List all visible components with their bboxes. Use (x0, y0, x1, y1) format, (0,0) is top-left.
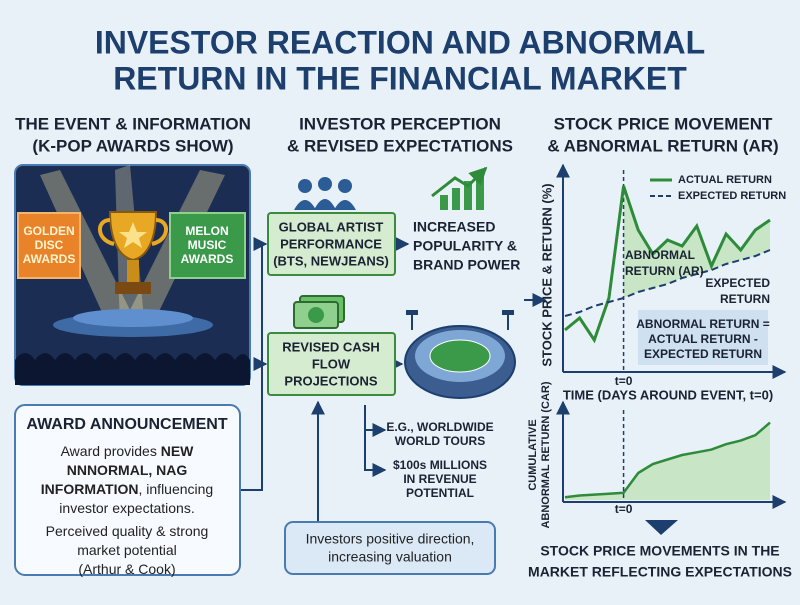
sign-label: AWARDS (181, 252, 234, 266)
footer: STOCK PRICE MOVEMENTS IN THE (540, 543, 779, 559)
box-title: AWARD ANNOUNCEMENT (26, 416, 227, 433)
node-label: GLOBAL ARTIST (279, 219, 384, 234)
ar-area (623, 186, 770, 298)
body-line: investor expectations. (59, 500, 194, 516)
formula-box (638, 310, 768, 365)
sign-label: GOLDEN (23, 224, 74, 238)
column-heading: & REVISED EXPECTATIONS (287, 136, 513, 155)
stadium-icon (404, 310, 516, 399)
body-text: investor expectations. (59, 500, 194, 516)
annotation: RETURN (AR) (625, 264, 704, 278)
axis-title: ABNORMAL RETURN (CAR) (540, 381, 552, 528)
event-label: t=0 (615, 374, 633, 388)
formula: EXPECTED RETURN (644, 347, 762, 361)
column-heading: INVESTOR PERCEPTION (299, 114, 501, 133)
axis-title: CUMULATIVE (527, 419, 539, 490)
node-label: REVISED CASH (282, 339, 380, 354)
series-line (564, 185, 771, 344)
callout-text: Investors positive direction, (306, 531, 475, 547)
note: WORLD TOURS (395, 434, 485, 448)
body-line: Award provides NEW (61, 443, 195, 459)
area-line (564, 421, 771, 499)
axis-title: TIME (DAYS AROUND EVENT, t=0) (563, 387, 773, 402)
body-text: Award provides (61, 443, 161, 459)
announcement-box (14, 404, 241, 576)
node-box (267, 332, 396, 396)
body-line: INFORMATION, influencing (41, 481, 213, 497)
column-heading: (K-POP AWARDS SHOW) (32, 136, 233, 155)
node-label: PERFORMANCE (280, 236, 382, 251)
annotation: ABNORMAL (625, 248, 695, 262)
body-text: , influencing (139, 481, 214, 497)
event-label: t=0 (615, 502, 633, 516)
formula: ACTUAL RETURN - (648, 332, 758, 346)
callout-text: increasing valuation (328, 549, 452, 565)
sign-label: DISC (35, 238, 64, 252)
footer: MARKET REFLECTING EXPECTATIONS (528, 564, 792, 580)
column-heading: STOCK PRICE MOVEMENT (554, 114, 773, 133)
stage-illustration (14, 164, 251, 386)
annotation: RETURN (720, 292, 770, 306)
body-text: NNNORMAL, NAG (67, 462, 188, 478)
title: INVESTOR REACTION AND ABNORMAL (95, 24, 705, 60)
node-label: BRAND POWER (413, 257, 520, 273)
series-line (564, 249, 771, 317)
body-text: INFORMATION (41, 481, 139, 497)
column-heading: THE EVENT & INFORMATION (15, 114, 251, 133)
body-text: (Arthur & Cook) (78, 561, 175, 577)
body-text: market potential (77, 542, 177, 558)
sign-label: MUSIC (188, 238, 227, 252)
node-label: PROJECTIONS (284, 373, 378, 388)
people-icon (294, 177, 356, 210)
legend-label: ACTUAL RETURN (678, 174, 772, 186)
body-line: NNNORMAL, NAG (67, 462, 188, 478)
growth-icon (431, 166, 488, 210)
callout-box (284, 521, 496, 575)
axis-title: STOCK PRICE & RETURN (%) (539, 183, 554, 366)
body-line: Perceived quality & strong (46, 523, 209, 539)
note: POTENTIAL (406, 486, 474, 500)
title: RETURN IN THE FINANCIAL MARKET (113, 60, 687, 96)
area-fill (565, 422, 770, 500)
body-text: NEW (161, 443, 194, 459)
down-arrow (645, 520, 678, 535)
body-line: (Arthur & Cook) (78, 561, 175, 577)
sign-label: MELON (185, 224, 228, 238)
formula: ABNORMAL RETURN = (636, 317, 769, 331)
node-label: INCREASED (413, 219, 495, 235)
node-box (267, 212, 396, 276)
note: E.G., WORLDWIDE (386, 420, 493, 434)
body-line: market potential (77, 542, 177, 558)
node-label: (BTS, NEWJEANS) (273, 253, 389, 268)
note: $100s MILLIONS (393, 458, 487, 472)
body-text: Perceived quality & strong (46, 523, 209, 539)
money-icon (293, 295, 345, 329)
legend-label: EXPECTED RETURN (678, 190, 786, 202)
sign-label: AWARDS (23, 252, 76, 266)
node-label: FLOW (312, 356, 351, 371)
note: IN REVENUE (403, 472, 476, 486)
connectors (240, 237, 547, 522)
annotation: EXPECTED (705, 276, 770, 290)
node-label: POPULARITY & (413, 238, 517, 254)
column-heading: & ABNORMAL RETURN (AR) (547, 136, 778, 155)
